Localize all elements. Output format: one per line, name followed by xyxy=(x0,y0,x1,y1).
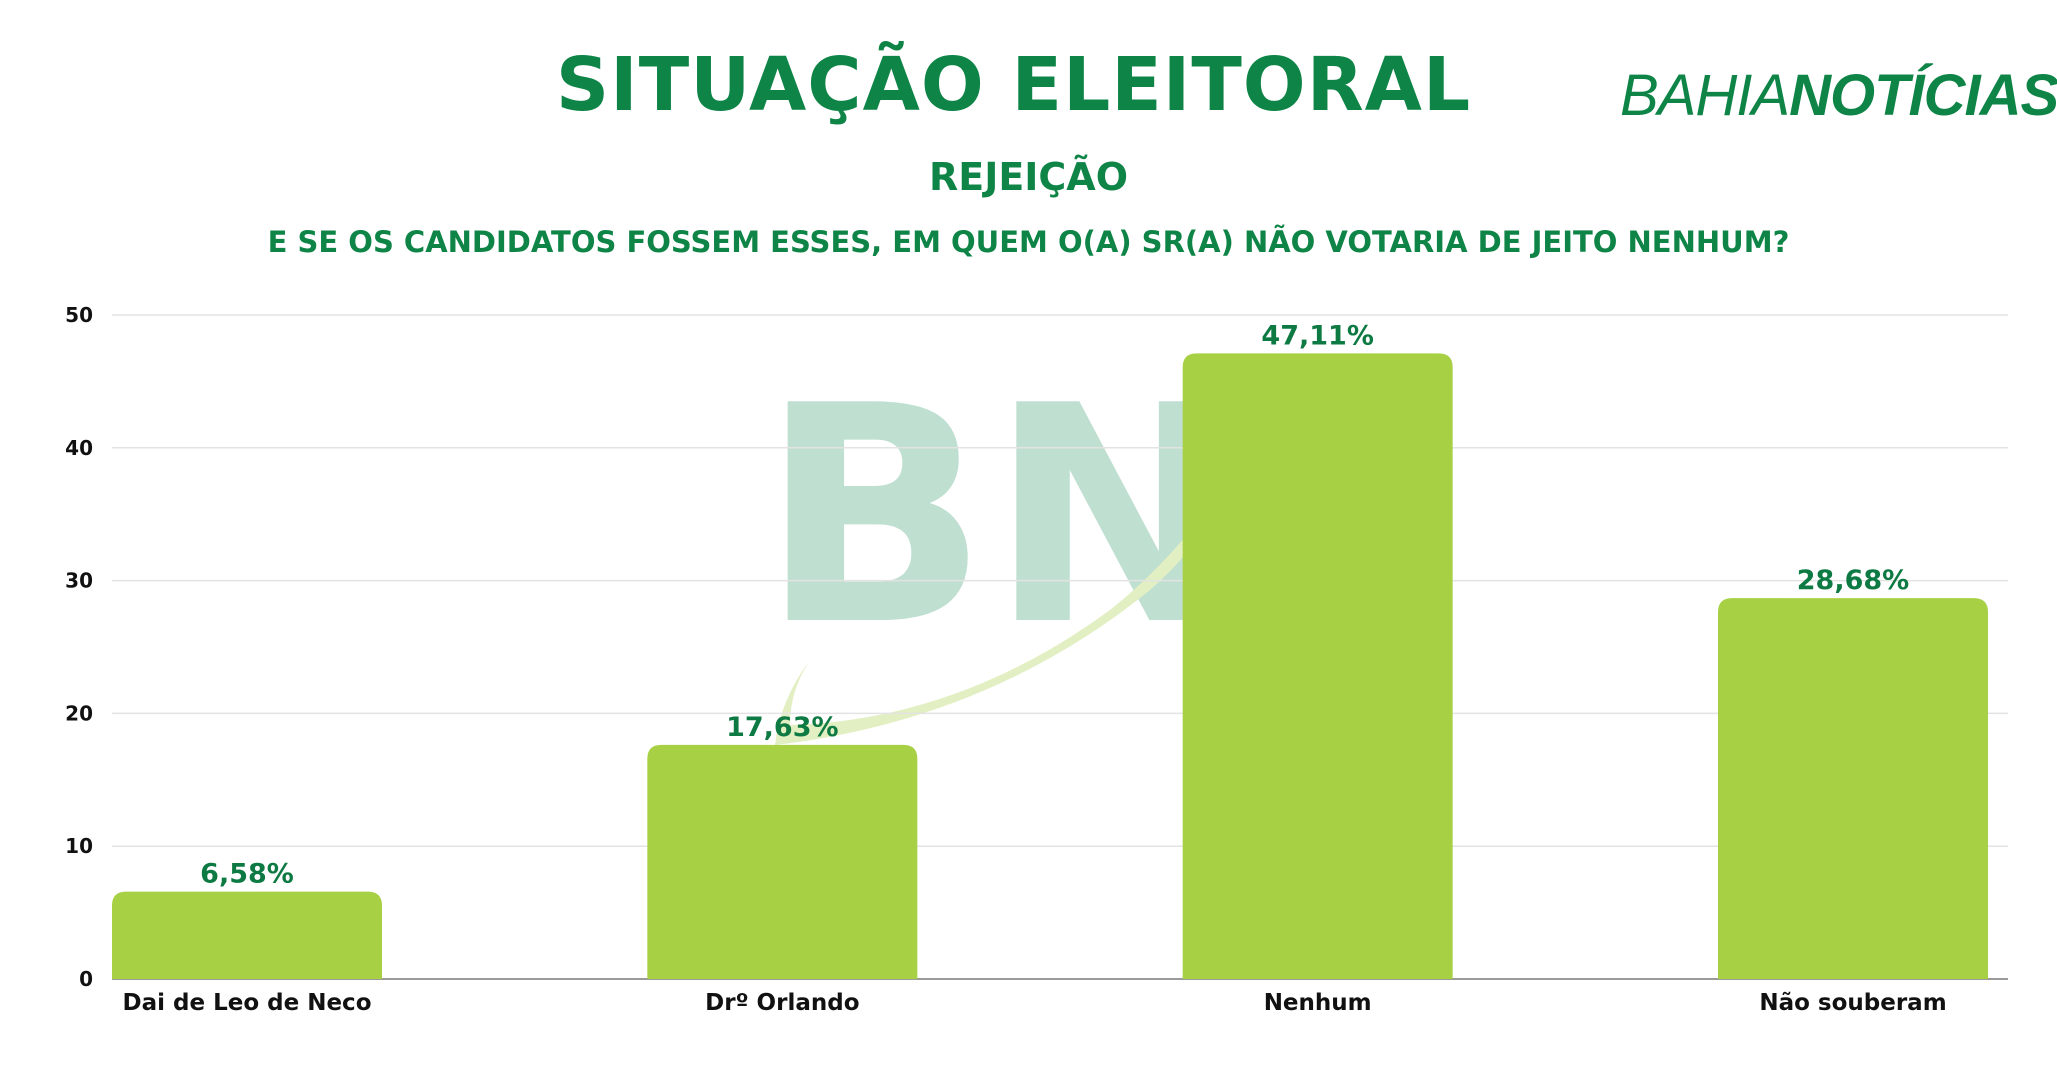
chart-title: SITUAÇÃO ELEITORAL xyxy=(555,42,1472,128)
brand-logo: BAHIANOTÍCIAS xyxy=(1620,62,2057,129)
y-tick-label: 0 xyxy=(79,967,93,991)
bar xyxy=(647,744,918,979)
value-labels: 6,58% 17,63% 47,11% 28,68% xyxy=(200,320,1909,889)
y-axis: 0 10 20 30 40 50 xyxy=(65,303,93,991)
survey-question: E SE OS CANDIDATOS FOSSEM ESSES, EM QUEM… xyxy=(267,225,1790,259)
x-tick-label: Nenhum xyxy=(1264,990,1372,1016)
data-label: 6,58% xyxy=(200,859,294,890)
watermark: BN xyxy=(760,342,1265,745)
y-tick-label: 50 xyxy=(65,303,93,327)
x-tick-label: Não souberam xyxy=(1759,990,1946,1016)
bars xyxy=(112,353,1988,979)
data-label: 47,11% xyxy=(1261,320,1373,351)
x-axis: Dai de Leo de Neco Drº Orlando Nenhum Não s… xyxy=(123,990,1947,1016)
bar xyxy=(1182,353,1453,979)
y-tick-label: 30 xyxy=(65,569,93,593)
watermark-logo: BN xyxy=(760,342,1240,691)
gridlines xyxy=(112,314,2008,980)
data-label: 28,68% xyxy=(1797,565,1909,596)
bar xyxy=(112,891,382,979)
brand-part-bahia: BAHIA xyxy=(1620,63,1790,128)
brand-part-noticias: NOTÍCIAS xyxy=(1789,63,2057,128)
bar xyxy=(1718,598,1988,979)
chart-subtitle: REJEIÇÃO xyxy=(928,155,1129,199)
y-tick-label: 20 xyxy=(65,701,93,725)
x-tick-label: Dai de Leo de Neco xyxy=(123,990,372,1016)
data-label: 17,63% xyxy=(726,712,838,743)
x-tick-label: Drº Orlando xyxy=(705,990,859,1016)
y-tick-label: 40 xyxy=(65,436,93,460)
y-tick-label: 10 xyxy=(65,834,93,858)
